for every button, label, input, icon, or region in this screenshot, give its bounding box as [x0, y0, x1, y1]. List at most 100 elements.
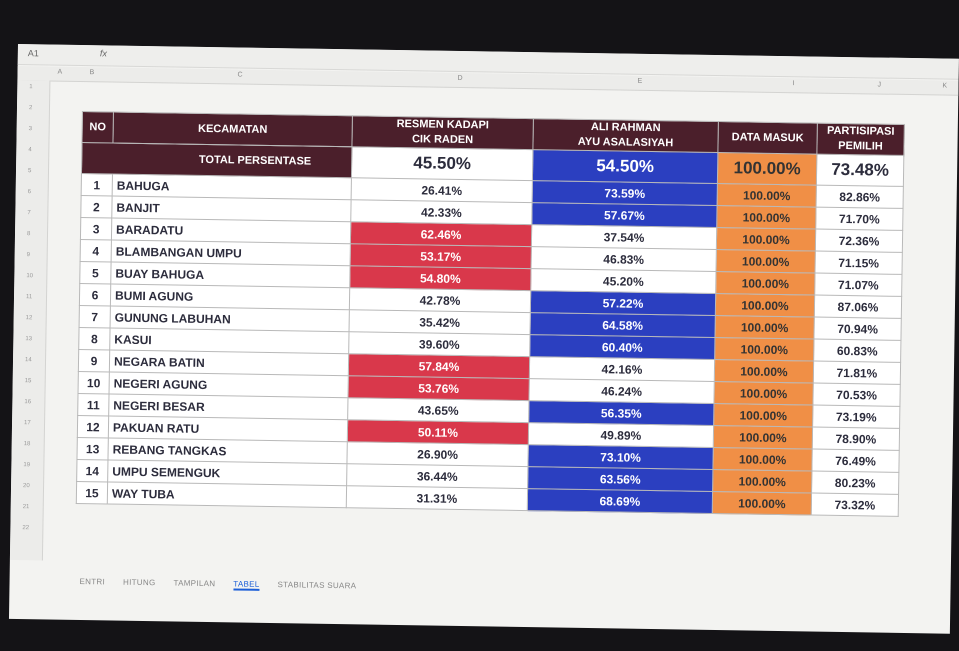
- partisipasi-percent[interactable]: 73.19%: [812, 405, 900, 429]
- candidate1-percent[interactable]: 53.76%: [347, 375, 530, 401]
- data-masuk-percent[interactable]: 100.00%: [714, 359, 814, 384]
- sheet-tab-tampilan[interactable]: TAMPILAN: [173, 578, 216, 589]
- candidate2-percent[interactable]: 57.67%: [531, 202, 718, 228]
- partisipasi-percent[interactable]: 60.83%: [813, 339, 901, 363]
- data-masuk-percent[interactable]: 100.00%: [715, 271, 816, 296]
- column-header[interactable]: B: [89, 69, 95, 77]
- data-masuk-percent[interactable]: 100.00%: [713, 381, 814, 406]
- candidate1-percent[interactable]: 42.33%: [350, 199, 533, 225]
- candidate1-percent[interactable]: 35.42%: [349, 309, 531, 335]
- partisipasi-percent[interactable]: 71.15%: [815, 251, 903, 275]
- total-candidate1[interactable]: 45.50%: [351, 146, 533, 181]
- data-masuk-percent[interactable]: 100.00%: [713, 425, 813, 450]
- data-masuk-percent[interactable]: 100.00%: [716, 227, 816, 252]
- row-header[interactable]: 11: [25, 294, 33, 301]
- partisipasi-header[interactable]: PARTISIPASI PEMILIH: [816, 123, 905, 156]
- row-header[interactable]: 1: [29, 84, 33, 91]
- row-number[interactable]: 6: [79, 283, 111, 306]
- candidate1-percent[interactable]: 43.65%: [347, 397, 529, 423]
- row-number[interactable]: 12: [77, 415, 109, 438]
- sheet-tab-stabilitas-suara[interactable]: STABILITAS SUARA: [277, 580, 357, 591]
- data-masuk-percent[interactable]: 100.00%: [716, 205, 817, 230]
- row-number[interactable]: 9: [78, 349, 110, 372]
- partisipasi-percent[interactable]: 82.86%: [816, 185, 904, 209]
- row-number[interactable]: 8: [78, 327, 111, 350]
- candidate2-percent[interactable]: 57.22%: [530, 290, 716, 316]
- row-header[interactable]: 4: [28, 147, 32, 154]
- total-label[interactable]: TOTAL PERSENTASE: [81, 142, 352, 178]
- candidate2-percent[interactable]: 73.59%: [532, 180, 718, 206]
- candidate2-percent[interactable]: 64.58%: [529, 312, 716, 338]
- column-header[interactable]: D: [457, 74, 463, 82]
- row-header[interactable]: 22: [22, 525, 30, 532]
- sheet-tab-tabel[interactable]: TABEL: [233, 579, 260, 591]
- total-partisipasi[interactable]: 73.48%: [816, 154, 904, 187]
- data-masuk-percent[interactable]: 100.00%: [714, 337, 814, 362]
- candidate2-percent[interactable]: 37.54%: [531, 224, 717, 250]
- row-header[interactable]: 7: [27, 210, 31, 217]
- candidate2-percent[interactable]: 60.40%: [529, 334, 715, 360]
- kecamatan-name[interactable]: WAY TUBA: [107, 481, 347, 508]
- column-header[interactable]: A: [57, 68, 63, 76]
- row-header[interactable]: 17: [23, 420, 31, 427]
- candidate2-percent[interactable]: 45.20%: [530, 268, 717, 294]
- row-header[interactable]: 5: [27, 168, 32, 175]
- data-masuk-percent[interactable]: 100.00%: [712, 447, 813, 472]
- column-header[interactable]: I: [792, 80, 795, 88]
- candidate1-percent[interactable]: 31.31%: [346, 485, 528, 511]
- total-candidate2[interactable]: 54.50%: [532, 149, 718, 184]
- data-masuk-percent[interactable]: 100.00%: [712, 491, 812, 516]
- row-header[interactable]: 2: [28, 105, 33, 112]
- candidate2-percent[interactable]: 68.69%: [527, 488, 713, 514]
- data-masuk-percent[interactable]: 100.00%: [712, 469, 812, 494]
- kecamatan-header[interactable]: KECAMATAN: [112, 112, 353, 147]
- candidate1-percent[interactable]: 54.80%: [349, 265, 532, 291]
- data-masuk-percent[interactable]: 100.00%: [717, 183, 817, 208]
- candidate2-percent[interactable]: 46.24%: [528, 378, 715, 404]
- total-data-masuk[interactable]: 100.00%: [717, 152, 817, 186]
- column-header[interactable]: K: [942, 82, 948, 90]
- row-header[interactable]: 21: [22, 504, 30, 511]
- sheet-tab-entri[interactable]: ENTRI: [79, 577, 106, 587]
- row-header[interactable]: 16: [24, 399, 32, 406]
- partisipasi-percent[interactable]: 72.36%: [815, 229, 903, 253]
- candidate2-percent[interactable]: 56.35%: [528, 400, 714, 426]
- partisipasi-percent[interactable]: 71.70%: [815, 207, 904, 231]
- row-number[interactable]: 5: [79, 261, 112, 284]
- partisipasi-percent[interactable]: 73.32%: [811, 493, 899, 517]
- candidate1-percent[interactable]: 26.90%: [346, 441, 529, 467]
- row-header[interactable]: 15: [24, 378, 32, 385]
- candidate2-percent[interactable]: 42.16%: [529, 356, 715, 382]
- column-header[interactable]: C: [237, 71, 243, 79]
- row-header[interactable]: 12: [25, 315, 33, 322]
- partisipasi-percent[interactable]: 80.23%: [811, 471, 899, 495]
- row-header[interactable]: 19: [23, 462, 31, 469]
- row-number[interactable]: 4: [80, 239, 112, 262]
- candidate1-percent[interactable]: 39.60%: [348, 331, 530, 357]
- candidate2-percent[interactable]: 63.56%: [527, 466, 713, 492]
- row-number[interactable]: 3: [80, 217, 112, 240]
- row-number[interactable]: 10: [78, 371, 110, 394]
- candidate1-percent[interactable]: 53.17%: [350, 243, 532, 269]
- candidate1-percent[interactable]: 42.78%: [349, 287, 531, 313]
- partisipasi-percent[interactable]: 71.07%: [814, 273, 902, 297]
- row-header[interactable]: 6: [27, 189, 32, 196]
- data-masuk-percent[interactable]: 100.00%: [714, 315, 815, 340]
- data-masuk-percent[interactable]: 100.00%: [715, 293, 815, 318]
- row-number[interactable]: 1: [81, 173, 113, 196]
- row-header[interactable]: 8: [26, 231, 31, 238]
- row-header[interactable]: 18: [23, 441, 31, 448]
- candidate2-percent[interactable]: 73.10%: [527, 444, 714, 470]
- candidate2-percent[interactable]: 46.83%: [531, 246, 717, 272]
- candidate1-percent[interactable]: 36.44%: [346, 463, 528, 489]
- column-header[interactable]: E: [637, 77, 643, 85]
- row-number[interactable]: 7: [79, 305, 111, 328]
- column-header[interactable]: J: [877, 81, 882, 89]
- partisipasi-percent[interactable]: 87.06%: [814, 295, 902, 319]
- row-header[interactable]: 9: [26, 252, 31, 259]
- candidate2-header[interactable]: ALI RAHMAN AYU ASALASIYAH: [532, 118, 719, 153]
- row-header[interactable]: 13: [25, 336, 33, 343]
- partisipasi-percent[interactable]: 71.81%: [813, 361, 901, 385]
- candidate1-percent[interactable]: 57.84%: [348, 353, 530, 379]
- candidate2-percent[interactable]: 49.89%: [528, 422, 714, 448]
